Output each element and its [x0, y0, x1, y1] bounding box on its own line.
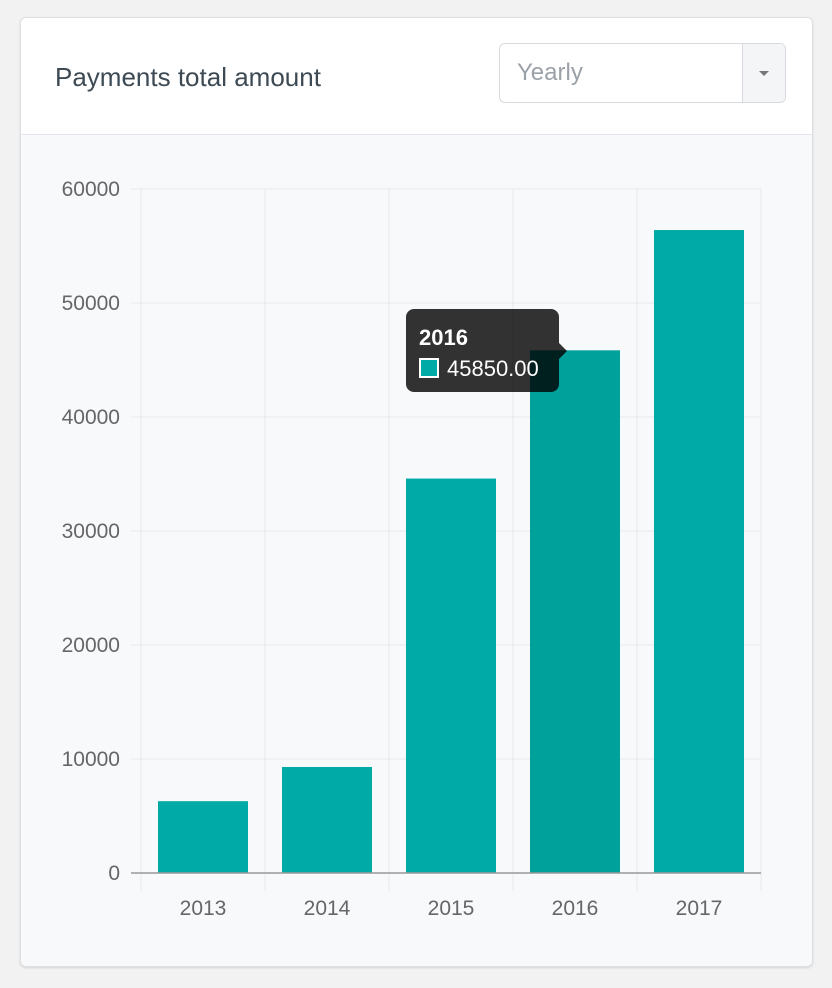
chart-tooltip: 2016 45850.00 [406, 309, 567, 392]
y-tick-label: 50000 [62, 292, 120, 315]
card-title: Payments total amount [55, 62, 321, 92]
x-tick-label: 2017 [676, 897, 723, 920]
x-tick-label: 2016 [552, 897, 599, 920]
payments-card: Payments total amount Yearly 0 10000 20000… [20, 17, 813, 967]
y-tick-label: 40000 [62, 406, 120, 429]
x-tick-label: 2015 [428, 897, 475, 920]
tooltip-value: 45850.00 [447, 356, 539, 381]
period-select[interactable]: Yearly [499, 43, 786, 103]
tooltip-swatch [419, 358, 439, 378]
period-select-value: Yearly [517, 59, 583, 86]
caret-down-icon [759, 71, 769, 76]
y-tick-label: 0 [108, 862, 120, 885]
card-header: Payments total amount Yearly [21, 18, 812, 135]
chart-area: 0 10000 20000 30000 40000 50000 60000 2013 2014 2… [21, 135, 812, 966]
x-tick-label: 2014 [304, 897, 351, 920]
tooltip-title: 2016 [419, 325, 468, 350]
bar-2015 [406, 478, 496, 873]
period-select-toggle[interactable] [742, 44, 785, 102]
bar-2017 [654, 230, 744, 874]
x-tick-label: 2013 [180, 897, 227, 920]
y-tick-label: 20000 [62, 634, 120, 657]
y-tick-label: 30000 [62, 520, 120, 543]
bar-2014 [282, 766, 372, 873]
y-tick-label: 60000 [62, 178, 120, 201]
bar-chart: 0 10000 20000 30000 40000 50000 60000 2013 2014 2… [62, 178, 762, 920]
bar-2013 [158, 801, 248, 873]
y-tick-label: 10000 [62, 748, 120, 771]
bar-2016 [530, 350, 620, 873]
